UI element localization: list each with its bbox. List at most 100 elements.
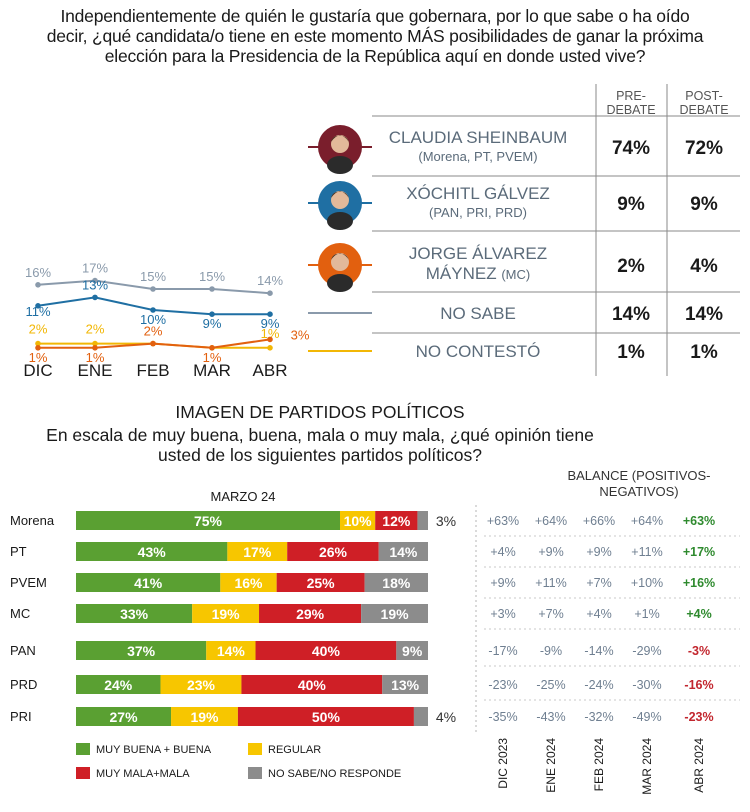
bar-segment (76, 604, 193, 623)
balance-column-label: ABR 2024 (692, 738, 706, 793)
party-label: PT (10, 544, 27, 559)
balance-title: BALANCE (POSITIVOS- NEGATIVOS) (536, 468, 742, 500)
bar-segment (76, 573, 221, 592)
legend-label: MUY BUENA + BUENA (96, 744, 212, 756)
legend-label: MUY MALA+MALA (96, 768, 190, 780)
bar-value-label: 9% (402, 643, 423, 659)
bar-value-label: 40% (312, 643, 341, 659)
bar-segment (160, 675, 242, 694)
balance-value: +64% (631, 514, 663, 528)
bar-segment (171, 707, 238, 726)
bar-segment (76, 542, 228, 561)
bar-value-label: 13% (391, 677, 420, 693)
party-label: PAN (10, 643, 36, 658)
bar-segment (287, 542, 379, 561)
data-point (267, 290, 273, 297)
balance-value: -16% (684, 678, 713, 692)
data-label: 2% (29, 322, 48, 337)
post-debate-value: 4% (690, 256, 718, 277)
balance-value: +1% (634, 607, 659, 621)
candidate-photo-icon (331, 135, 349, 153)
candidate-photo-icon (327, 274, 353, 292)
data-point (92, 345, 98, 351)
bar-value-label: 26% (319, 544, 348, 560)
data-point (150, 340, 156, 347)
bar-value-label: 19% (212, 606, 241, 622)
data-label: 1% (203, 350, 222, 365)
balance-value: -32% (584, 710, 613, 724)
candidate-photo-icon (327, 156, 353, 174)
bar-segment (192, 604, 260, 623)
bar-value-label: 40% (298, 677, 327, 693)
data-point (35, 340, 41, 347)
table-header: POST- (685, 89, 723, 103)
data-label: 11% (25, 304, 50, 319)
bar-segment (76, 511, 340, 530)
candidate-party: (PAN, PRI, PRD) (429, 205, 527, 220)
legend-swatch (76, 743, 90, 755)
balance-value: +7% (538, 607, 563, 621)
bar-value-label: 75% (194, 513, 223, 529)
balance-value: -3% (688, 644, 710, 658)
bar-value-label: 33% (120, 606, 149, 622)
bar-value-label: 14% (389, 544, 418, 560)
balance-column-label: MAR 2024 (640, 738, 654, 795)
post-debate-value: 1% (690, 342, 718, 363)
candidate-name: CLAUDIA SHEINBAUM (389, 128, 568, 147)
data-label: 16% (25, 265, 51, 280)
bar-segment (76, 641, 207, 660)
balance-value: +63% (487, 514, 519, 528)
data-point (209, 286, 215, 292)
pre-debate-value: 14% (612, 304, 650, 325)
x-tick-label: ABR (253, 361, 288, 380)
candidate-photo-icon (331, 253, 349, 260)
balance-value: -29% (632, 644, 661, 658)
balance-value: -35% (488, 710, 517, 724)
table-header: DEBATE (679, 103, 728, 117)
x-tick-label: ENE (78, 361, 113, 380)
table-header: DEBATE (606, 103, 655, 117)
balance-value: +4% (586, 607, 611, 621)
bar-value-label: 17% (243, 544, 272, 560)
balance-value: +66% (583, 514, 615, 528)
balance-value: +64% (535, 514, 567, 528)
parties-title: IMAGEN DE PARTIDOS POLÍTICOS (175, 402, 465, 422)
balance-value: +11% (535, 576, 566, 590)
pre-debate-value: 9% (617, 194, 645, 215)
balance-column-label: FEB 2024 (592, 738, 606, 792)
balance-value: +10% (631, 576, 663, 590)
bar-value-label: 37% (127, 643, 156, 659)
bar-segment (227, 542, 288, 561)
x-tick-label: FEB (136, 361, 169, 380)
table-header: PRE- (616, 89, 646, 103)
data-label: 9% (203, 316, 222, 331)
balance-value: +17% (683, 545, 715, 559)
bar-segment (237, 707, 414, 726)
balance-column-label: ENE 2024 (544, 738, 558, 793)
post-debate-value: 14% (685, 304, 723, 325)
balance-title-line-2: NEGATIVOS) (599, 484, 679, 499)
balance-value: -23% (488, 678, 517, 692)
data-label: 15% (140, 269, 166, 284)
candidate-party: (MC) (501, 267, 530, 282)
x-tick-label: MAR (193, 361, 231, 380)
data-label: 1% (261, 326, 280, 341)
data-point (209, 345, 215, 351)
bar-segment (375, 511, 418, 530)
candidate-photo-icon (331, 191, 349, 209)
pre-debate-value: 1% (617, 342, 645, 363)
bar-segment (396, 641, 428, 660)
data-point (35, 303, 41, 309)
question-line-1: Independientemente de quién le gustaría … (60, 6, 690, 26)
legend-swatch (248, 743, 262, 755)
legend-label: NO SABE/NO RESPONDE (268, 768, 401, 780)
data-label: 2% (144, 324, 163, 339)
bar-segment (413, 707, 428, 726)
data-label: 10% (140, 312, 166, 327)
data-label: 3% (291, 327, 310, 342)
bar-value-label: 3% (436, 513, 456, 529)
bar-value-label: 18% (382, 575, 411, 591)
bar-value-label: 19% (381, 606, 410, 622)
bar-chart-month: MARZO 24 (210, 489, 276, 504)
